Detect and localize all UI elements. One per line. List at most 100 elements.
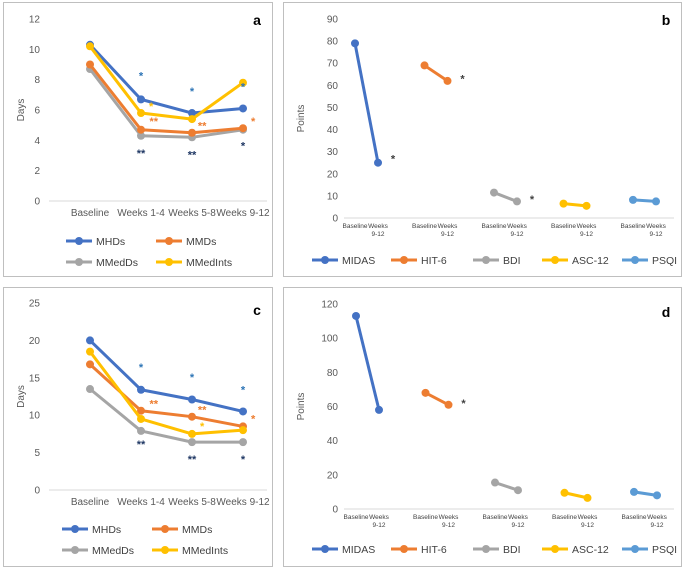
x-tick-label-weeks: Weeks — [369, 514, 389, 521]
data-point-hit-6 — [444, 400, 453, 409]
data-point-mhds — [188, 395, 196, 404]
significance-marker: * — [139, 362, 144, 374]
y-tick-label: 50 — [327, 103, 339, 114]
significance-marker: * — [530, 194, 535, 206]
y-tick-label: 10 — [29, 411, 41, 422]
x-tick-label-weeks: Weeks — [368, 223, 388, 230]
data-point-asc-12 — [583, 493, 592, 502]
x-tick-label-baseline: Baseline — [344, 514, 369, 521]
legend-marker — [551, 545, 559, 553]
series-line-mmedints — [88, 350, 245, 436]
data-point-mmedints — [86, 347, 94, 356]
legend-marker — [321, 545, 329, 553]
x-tick-label-range: 9-12 — [442, 522, 455, 529]
chart-a-svg: a 0 2 4 6 8 10 12 Days Baseline Weeks 1-4 Weeks 5-8… — [16, 12, 270, 269]
x-tick-label-range: 9-12 — [650, 522, 663, 529]
data-point-midas — [351, 39, 359, 48]
data-point-mmds — [188, 128, 196, 137]
series-line-mhds — [88, 43, 245, 115]
significance-marker: ** — [149, 399, 158, 411]
y-tick-label: 20 — [327, 470, 339, 481]
y-tick-label: 40 — [327, 436, 339, 447]
x-tick-label-range: 9-12 — [581, 522, 594, 529]
data-point-bdi — [491, 478, 499, 487]
legend-label: MIDAS — [342, 544, 375, 556]
y-tick-label: 4 — [34, 136, 40, 147]
significance-marker: ** — [137, 439, 146, 451]
data-point-mmds — [86, 60, 94, 69]
x-tick-label-weeks: Weeks — [508, 514, 528, 521]
x-tick-label-weeks: Weeks — [647, 514, 667, 521]
legend-label: MHDs — [96, 236, 125, 248]
significance-marker: * — [139, 71, 144, 83]
legend-marker — [482, 256, 490, 264]
series-line-hit-6 — [424, 391, 450, 407]
panel-label: b — [662, 12, 671, 28]
x-tick-label-weeks: Weeks — [507, 223, 527, 230]
data-point-asc-12 — [559, 199, 568, 208]
y-tick-label: 30 — [327, 147, 339, 158]
data-point-midas — [352, 311, 360, 320]
y-tick-label: 100 — [321, 334, 338, 345]
chart-panel-d: d 0 20 40 60 80 100 120 Points Baseline Weeks 9-12 B… — [283, 287, 682, 567]
chart-c-svg: c 0 5 10 15 20 25 Days Baseline Weeks 1-4 Weeks 5-… — [16, 299, 270, 558]
legend-label: MMedInts — [182, 545, 228, 557]
series-line-mmedds — [88, 387, 245, 444]
significance-marker: * — [460, 74, 465, 86]
y-tick-label: 10 — [327, 191, 339, 202]
data-point-mmds — [137, 406, 145, 415]
data-point-mmedints — [188, 429, 196, 438]
y-tick-label: 8 — [34, 75, 40, 86]
x-tick-label-range: 9-12 — [372, 522, 385, 529]
y-tick-label: 0 — [332, 214, 338, 225]
legend-marker — [75, 258, 83, 266]
y-tick-label: 0 — [34, 197, 40, 208]
data-point-hit-6 — [443, 76, 452, 85]
y-axis-label: Points — [296, 105, 307, 133]
x-tick-label-weeks: Weeks — [577, 223, 597, 230]
x-tick-label: Weeks 5-8 — [168, 497, 216, 508]
data-point-mmedds — [86, 385, 94, 394]
series-line-mmedints — [88, 44, 245, 121]
x-tick-label: Weeks 9-12 — [216, 208, 270, 219]
data-point-bdi — [514, 486, 522, 495]
y-tick-label: 5 — [34, 448, 40, 459]
x-tick-label-range: 9-12 — [511, 522, 524, 529]
legend-marker — [400, 256, 408, 264]
x-tick-label: Weeks 5-8 — [168, 208, 216, 219]
data-point-bdi — [490, 188, 498, 197]
x-tick-label-baseline: Baseline — [551, 223, 576, 230]
legend-marker — [321, 256, 329, 264]
x-tick-label-range: 9-12 — [441, 231, 454, 238]
y-tick-label: 20 — [327, 169, 339, 180]
y-tick-label: 120 — [321, 300, 338, 311]
data-point-mmedints — [239, 426, 247, 435]
y-tick-label: 70 — [327, 59, 339, 70]
data-point-psqi — [630, 487, 638, 496]
data-point-midas — [374, 158, 382, 167]
chart-panel-b: b 0 10 20 30 40 50 60 70 80 90 Points Baseline Weeks 9… — [283, 2, 682, 277]
x-tick-label-range: 9-12 — [510, 231, 523, 238]
data-point-psqi — [652, 197, 660, 206]
data-point-mhds — [239, 104, 247, 113]
significance-marker: * — [149, 101, 154, 113]
significance-marker: * — [461, 398, 466, 410]
chart-panel-a: a 0 2 4 6 8 10 12 Days Baseline Weeks 1-4 Weeks 5-8… — [3, 2, 273, 277]
data-point-mhds — [137, 385, 145, 394]
y-axis-label: Points — [296, 393, 307, 421]
significance-marker: * — [241, 81, 246, 93]
y-tick-label: 20 — [29, 336, 41, 347]
legend-marker — [165, 258, 173, 266]
legend-marker — [631, 545, 639, 553]
y-tick-label: 10 — [29, 45, 41, 56]
significance-marker: * — [200, 421, 205, 433]
legend-marker — [71, 546, 79, 554]
legend-marker — [482, 545, 490, 553]
significance-marker: * — [391, 153, 396, 165]
legend-marker — [71, 525, 79, 533]
series-line-mmds — [88, 63, 245, 135]
panel-label: c — [253, 302, 261, 318]
data-point-mmedds — [188, 438, 196, 447]
significance-marker: ** — [137, 148, 146, 160]
